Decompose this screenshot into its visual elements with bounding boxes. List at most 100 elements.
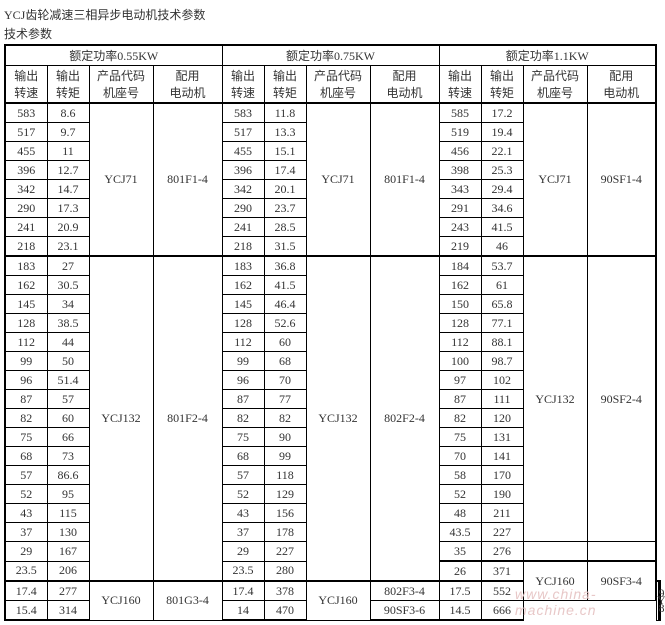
torque: 314: [47, 601, 89, 621]
speed: 48: [439, 504, 481, 523]
speed: 342: [5, 180, 47, 199]
code: YCJ160: [89, 581, 153, 620]
torque: 17.4: [264, 161, 306, 180]
torque: 120: [481, 409, 523, 428]
speed: 99: [222, 352, 264, 371]
torque: 141: [481, 447, 523, 466]
speed: 17.4: [5, 581, 47, 601]
torque: 99: [264, 447, 306, 466]
torque: 227: [481, 523, 523, 542]
speed: 342: [222, 180, 264, 199]
torque: 378: [264, 581, 306, 601]
torque: 15.1: [264, 142, 306, 161]
torque: 50: [47, 352, 89, 371]
code: YCJ132: [89, 256, 153, 581]
speed: 52: [439, 485, 481, 504]
torque: 60: [264, 333, 306, 352]
code: YCJ132: [306, 256, 370, 581]
motor: 802F3-4: [370, 581, 439, 601]
speed: 15.4: [5, 601, 47, 621]
col-header: 配用电动机: [370, 66, 439, 104]
motor: 90SF3-4: [587, 561, 656, 601]
speed: 97: [439, 371, 481, 390]
speed: 68: [222, 447, 264, 466]
torque: 11.8: [264, 103, 306, 123]
speed: 396: [5, 161, 47, 180]
speed: 396: [222, 161, 264, 180]
torque: 14.7: [47, 180, 89, 199]
speed: 35: [439, 542, 481, 562]
speed: 290: [5, 199, 47, 218]
torque: 9.7: [47, 123, 89, 142]
speed: 456: [439, 142, 481, 161]
torque: 82: [264, 409, 306, 428]
torque: 60: [47, 409, 89, 428]
torque: 61: [481, 276, 523, 295]
speed: 128: [5, 314, 47, 333]
torque: 280: [264, 561, 306, 581]
speed: 517: [5, 123, 47, 142]
col-header: 产品代码机座号: [523, 66, 587, 104]
speed: 52: [5, 485, 47, 504]
torque: 23.1: [47, 237, 89, 257]
torque: 27: [47, 256, 89, 276]
speed: 52: [222, 485, 264, 504]
torque: 115: [47, 504, 89, 523]
torque: 46.4: [264, 295, 306, 314]
speed: 82: [222, 409, 264, 428]
torque: 118: [264, 466, 306, 485]
torque: 38.5: [47, 314, 89, 333]
torque: 102: [481, 371, 523, 390]
motor: 90SF2-4: [587, 256, 656, 542]
speed: 128: [222, 314, 264, 333]
speed: 29: [222, 542, 264, 562]
torque: 77: [264, 390, 306, 409]
torque: 25.3: [481, 161, 523, 180]
torque: 17.3: [47, 199, 89, 218]
code: YCJ160: [306, 581, 370, 620]
torque: 68: [264, 352, 306, 371]
code: YCJ71: [306, 103, 370, 256]
speed: 343: [439, 180, 481, 199]
col-header: 产品代码机座号: [306, 66, 370, 104]
col-header: 输出转矩: [481, 66, 523, 104]
torque: 23.7: [264, 199, 306, 218]
torque: 170: [481, 466, 523, 485]
torque: 371: [481, 561, 523, 581]
torque: 77.1: [481, 314, 523, 333]
group-header: 额定功率1.1KW: [439, 45, 656, 66]
torque: 8.6: [47, 103, 89, 123]
speed: 241: [5, 218, 47, 237]
speed: 183: [222, 256, 264, 276]
torque: 41.5: [481, 218, 523, 237]
motor: 801F1-4: [370, 103, 439, 256]
torque: 19.4: [481, 123, 523, 142]
torque: 73: [47, 447, 89, 466]
torque: 17.2: [481, 103, 523, 123]
torque: 13.3: [264, 123, 306, 142]
torque: 98.7: [481, 352, 523, 371]
speed: 128: [439, 314, 481, 333]
motor: 802F2-4: [370, 256, 439, 581]
group-header: 额定功率0.75KW: [222, 45, 439, 66]
col-header: 配用电动机: [587, 66, 656, 104]
speed: 100: [439, 352, 481, 371]
speed: 37: [5, 523, 47, 542]
code: [523, 542, 587, 562]
torque: 88.1: [481, 333, 523, 352]
torque: 28.5: [264, 218, 306, 237]
speed: 68: [5, 447, 47, 466]
speed: 150: [439, 295, 481, 314]
speed: 583: [5, 103, 47, 123]
speed: 96: [5, 371, 47, 390]
torque: 90: [264, 428, 306, 447]
code: YCJ160: [523, 561, 587, 601]
torque: 65.8: [481, 295, 523, 314]
col-header: 输出转速: [439, 66, 481, 104]
torque: 11: [47, 142, 89, 161]
speed: 517: [222, 123, 264, 142]
speed: 162: [222, 276, 264, 295]
torque: 211: [481, 504, 523, 523]
speed: 43: [222, 504, 264, 523]
torque: 36.8: [264, 256, 306, 276]
